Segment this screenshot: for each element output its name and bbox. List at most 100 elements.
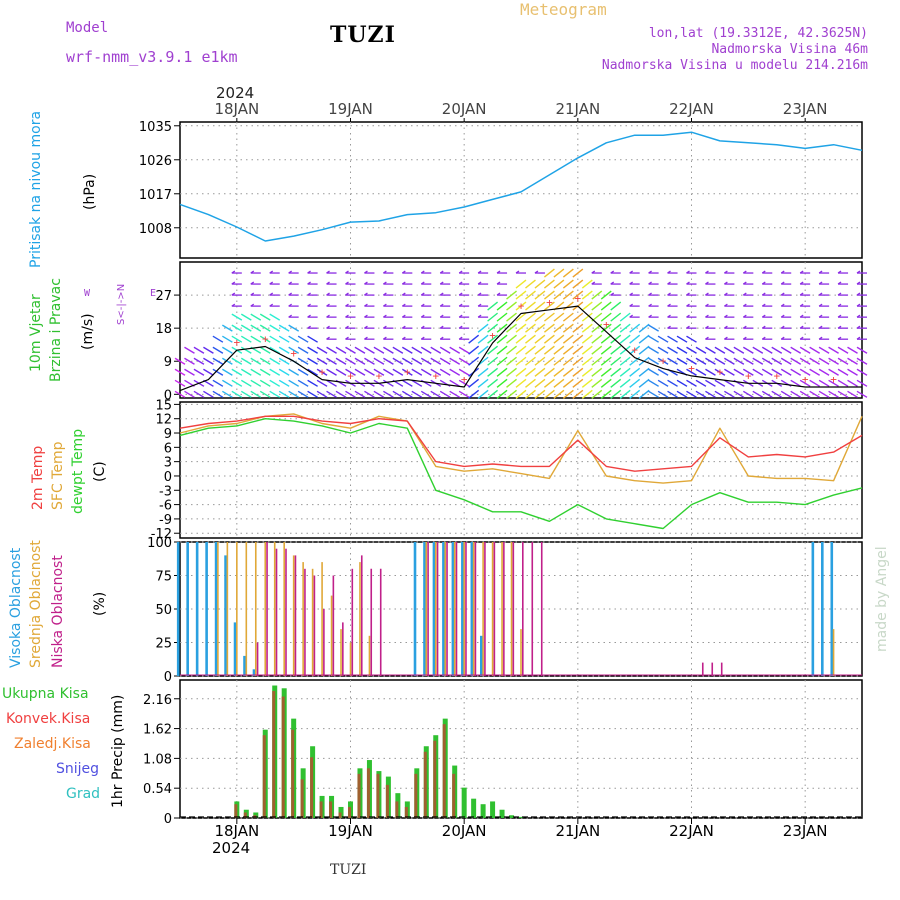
wind-arrow-head — [269, 292, 274, 296]
wind-arrow-head — [458, 314, 463, 318]
wind-arrow-head — [288, 292, 293, 296]
wind-arrow — [496, 389, 508, 399]
wind-arrow — [828, 357, 839, 365]
wind-arrow — [174, 357, 186, 365]
wind-arrow — [240, 390, 252, 398]
wind-arrow — [184, 368, 195, 376]
wind-arrow-head — [439, 303, 444, 307]
wind-arrow — [610, 345, 622, 355]
wind-arrow — [307, 368, 318, 376]
wind-arrow — [439, 368, 451, 376]
model-label: Model — [66, 20, 109, 36]
precip-conv-bar — [414, 773, 418, 818]
wind-arrow — [856, 346, 868, 354]
precip-total-bar — [471, 798, 477, 818]
wind-arrow-head — [477, 303, 482, 307]
precip-conv-bar — [366, 768, 370, 818]
wind-arrow-head — [326, 314, 330, 318]
wind-gust-marker: + — [830, 373, 837, 386]
wind-arrow — [525, 279, 536, 289]
wind-arrow-head — [307, 292, 311, 296]
precip-ytick-label: 2.16 — [143, 693, 172, 708]
wind-arrow — [572, 323, 584, 333]
wind-arrow — [496, 301, 508, 311]
wind-arrow — [231, 368, 243, 376]
wind-arrow-head — [383, 281, 387, 285]
wind-arrow — [837, 357, 849, 365]
wind-arrow — [581, 290, 593, 300]
wind-arrow — [790, 346, 802, 354]
wind-arrow — [278, 346, 290, 354]
wind-arrow — [259, 346, 271, 354]
wind-arrow — [837, 346, 849, 354]
wind-arrow-head — [667, 314, 671, 318]
wind-arrow — [572, 378, 584, 388]
wind-arrow — [543, 389, 555, 399]
wind-arrow-head — [326, 325, 330, 329]
wind-arrow — [477, 323, 489, 333]
wind-arrow — [174, 390, 186, 398]
wind-arrow-head — [780, 270, 785, 274]
wind-arrow — [600, 345, 612, 355]
precip-total-bar — [461, 787, 467, 818]
wind-gust-marker: + — [319, 366, 326, 379]
wind-arrow — [458, 346, 470, 354]
wind-arrow — [543, 290, 555, 300]
pressure-line — [179, 131, 863, 242]
wind-arrow — [222, 357, 233, 365]
wind-arrow — [847, 368, 858, 376]
wind-arrow-head — [780, 314, 785, 318]
wind-arrow — [543, 323, 555, 333]
wind-arrow — [259, 324, 271, 332]
wind-arrow-head — [761, 314, 766, 318]
precip-conv-bar — [338, 812, 342, 818]
wind-arrow — [373, 368, 385, 376]
wind-arrow — [581, 356, 593, 366]
wind-arrow-head — [856, 314, 861, 318]
wind-arrow — [269, 346, 281, 354]
wind-arrow — [809, 379, 820, 387]
wind-arrow-head — [856, 270, 861, 274]
wind-arrow — [534, 312, 546, 322]
wind-arrow-head — [686, 325, 690, 329]
wind-arrow — [600, 389, 612, 399]
wind-arrow — [222, 379, 233, 387]
wind-arrow-head — [818, 325, 823, 329]
wind-arrow-head — [496, 270, 501, 274]
wind-arrow-head — [686, 292, 690, 296]
wind-arrow — [581, 345, 593, 355]
wind-arrow — [771, 390, 783, 398]
wind-arrow — [525, 367, 536, 377]
wind-arrow — [714, 379, 726, 387]
wind-arrow — [705, 390, 716, 398]
wind-arrow — [724, 390, 735, 398]
wind-arrow — [686, 390, 697, 398]
wind-compass-w: W — [84, 288, 91, 299]
precip-legend-total: Ukupna Kisa — [2, 686, 89, 702]
wind-arrow — [667, 335, 678, 343]
wind-arrow — [525, 356, 536, 366]
wind-arrow — [401, 357, 413, 365]
wind-arrow — [657, 335, 669, 343]
wind-arrow — [581, 367, 593, 377]
wind-arrow-head — [496, 281, 501, 285]
wind-arrow — [250, 313, 262, 321]
wind-frame — [179, 261, 863, 399]
wind-arrow-head — [458, 325, 463, 329]
wind-arrow-head — [269, 281, 274, 285]
wind-gust-marker: + — [489, 329, 496, 342]
wind-arrow — [506, 290, 517, 300]
wind-arrow — [420, 346, 432, 354]
wind-arrow — [648, 346, 659, 354]
wind-arrow — [600, 367, 612, 377]
wind-arrow-head — [780, 336, 785, 340]
wind-arrow — [543, 345, 555, 355]
wind-arrow — [259, 313, 271, 321]
wind-arrow — [269, 379, 281, 387]
wind-arrow — [278, 357, 290, 365]
wind-arrow — [553, 312, 565, 322]
wind-arrow — [809, 357, 820, 365]
wind-arrow — [562, 268, 574, 278]
wind-arrow — [572, 268, 584, 278]
wind-arrow — [543, 378, 555, 388]
